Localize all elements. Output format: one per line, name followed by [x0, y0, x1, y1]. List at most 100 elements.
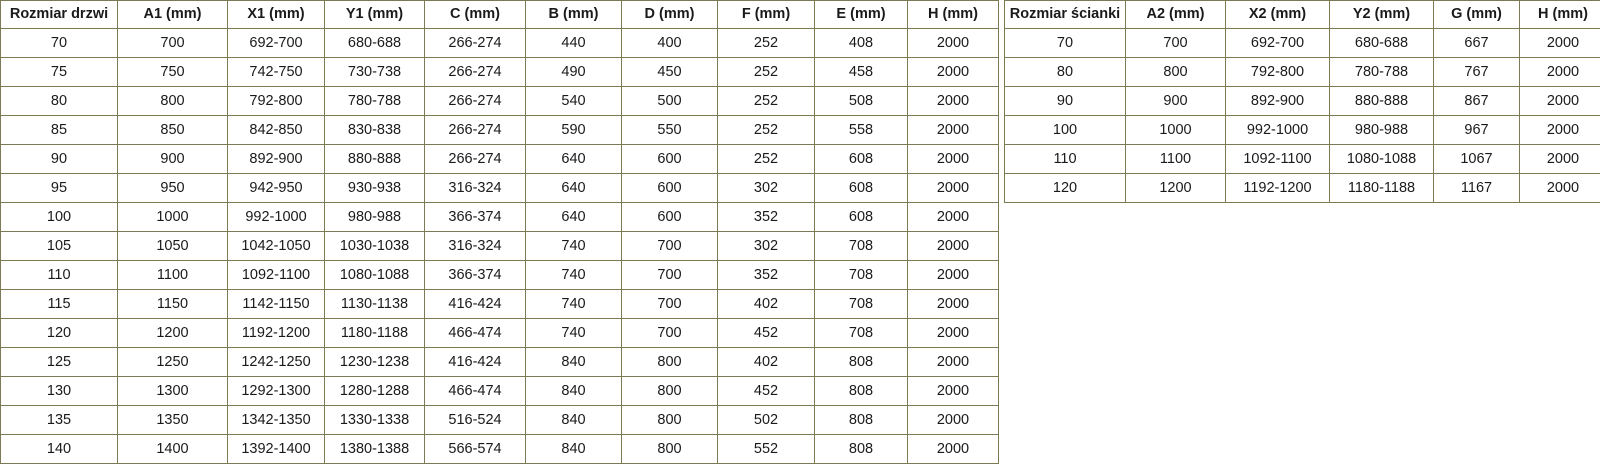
door-table-header-cell: Y1 (mm) — [325, 1, 425, 29]
door-table-cell: 740 — [526, 232, 622, 261]
door-table-cell: 2000 — [908, 290, 999, 319]
wall-table-cell: 700 — [1126, 29, 1226, 58]
door-table-cell: 1300 — [118, 377, 228, 406]
door-table-cell: 640 — [526, 203, 622, 232]
wall-table-cell: 2000 — [1520, 145, 1600, 174]
door-table-cell: 266-274 — [425, 116, 526, 145]
door-table-cell: 2000 — [908, 319, 999, 348]
door-table-cell: 700 — [118, 29, 228, 58]
wall-table-cell: 70 — [1005, 29, 1126, 58]
door-table-cell: 85 — [1, 116, 118, 145]
door-table-header-cell: E (mm) — [815, 1, 908, 29]
door-table-cell: 80 — [1, 87, 118, 116]
door-table-cell: 100 — [1, 203, 118, 232]
door-table-cell: 1250 — [118, 348, 228, 377]
door-table-cell: 608 — [815, 145, 908, 174]
door-table-cell: 2000 — [908, 203, 999, 232]
door-table-cell: 2000 — [908, 232, 999, 261]
door-table-cell: 808 — [815, 348, 908, 377]
door-table-cell: 120 — [1, 319, 118, 348]
wall-table-cell: 2000 — [1520, 29, 1600, 58]
door-table-cell: 316-324 — [425, 232, 526, 261]
door-table-cell: 2000 — [908, 261, 999, 290]
door-table-cell: 740 — [526, 261, 622, 290]
door-table-cell: 708 — [815, 290, 908, 319]
door-table-cell: 1342-1350 — [228, 406, 325, 435]
door-table-cell: 780-788 — [325, 87, 425, 116]
door-table-cell: 1080-1088 — [325, 261, 425, 290]
wall-table-cell: 780-788 — [1330, 58, 1434, 87]
door-table-cell: 792-800 — [228, 87, 325, 116]
door-table-cell: 252 — [718, 116, 815, 145]
wall-table-header-cell: A2 (mm) — [1126, 1, 1226, 29]
door-table-cell: 700 — [622, 290, 718, 319]
door-table-cell: 950 — [118, 174, 228, 203]
wall-table-cell: 1200 — [1126, 174, 1226, 203]
wall-table-cell: 692-700 — [1226, 29, 1330, 58]
wall-table-cell: 1180-1188 — [1330, 174, 1434, 203]
wall-table-cell: 1067 — [1434, 145, 1520, 174]
door-table-cell: 1180-1188 — [325, 319, 425, 348]
door-table-cell: 830-838 — [325, 116, 425, 145]
door-table-cell: 740 — [526, 290, 622, 319]
door-table-cell: 1280-1288 — [325, 377, 425, 406]
door-table-cell: 2000 — [908, 87, 999, 116]
door-table-cell: 840 — [526, 435, 622, 464]
door-table-cell: 892-900 — [228, 145, 325, 174]
door-table-cell: 2000 — [908, 174, 999, 203]
door-table-cell: 808 — [815, 377, 908, 406]
door-table-cell: 1350 — [118, 406, 228, 435]
door-table-cell: 516-524 — [425, 406, 526, 435]
door-table-cell: 1000 — [118, 203, 228, 232]
door-table-cell: 540 — [526, 87, 622, 116]
door-table-cell: 75 — [1, 58, 118, 87]
door-table-cell: 252 — [718, 58, 815, 87]
door-table-cell: 1042-1050 — [228, 232, 325, 261]
wall-table-cell: 80 — [1005, 58, 1126, 87]
door-table-cell: 1380-1388 — [325, 435, 425, 464]
door-table-cell: 980-988 — [325, 203, 425, 232]
door-table-cell: 115 — [1, 290, 118, 319]
door-table-cell: 590 — [526, 116, 622, 145]
door-table-cell: 900 — [118, 145, 228, 174]
wall-table-cell: 992-1000 — [1226, 116, 1330, 145]
door-table-cell: 600 — [622, 145, 718, 174]
door-table-cell: 1050 — [118, 232, 228, 261]
wall-table-cell: 2000 — [1520, 87, 1600, 116]
door-table-cell: 316-324 — [425, 174, 526, 203]
door-table-cell: 2000 — [908, 116, 999, 145]
door-table-cell: 366-374 — [425, 203, 526, 232]
wall-table-cell: 1167 — [1434, 174, 1520, 203]
wall-table-cell: 792-800 — [1226, 58, 1330, 87]
door-table-cell: 840 — [526, 348, 622, 377]
door-table-cell: 640 — [526, 145, 622, 174]
wall-table-cell: 2000 — [1520, 116, 1600, 145]
wall-table-header-cell: Y2 (mm) — [1330, 1, 1434, 29]
door-table-cell: 1200 — [118, 319, 228, 348]
door-table-cell: 1400 — [118, 435, 228, 464]
door-table-header-cell: D (mm) — [622, 1, 718, 29]
wall-table-cell: 667 — [1434, 29, 1520, 58]
door-table-cell: 352 — [718, 203, 815, 232]
door-table-cell: 1242-1250 — [228, 348, 325, 377]
door-table-cell: 1100 — [118, 261, 228, 290]
door-table-cell: 490 — [526, 58, 622, 87]
door-table-cell: 2000 — [908, 145, 999, 174]
door-table-cell: 466-474 — [425, 377, 526, 406]
door-table-cell: 608 — [815, 203, 908, 232]
wall-table-cell: 110 — [1005, 145, 1126, 174]
door-table-cell: 302 — [718, 174, 815, 203]
wall-table-cell: 2000 — [1520, 174, 1600, 203]
